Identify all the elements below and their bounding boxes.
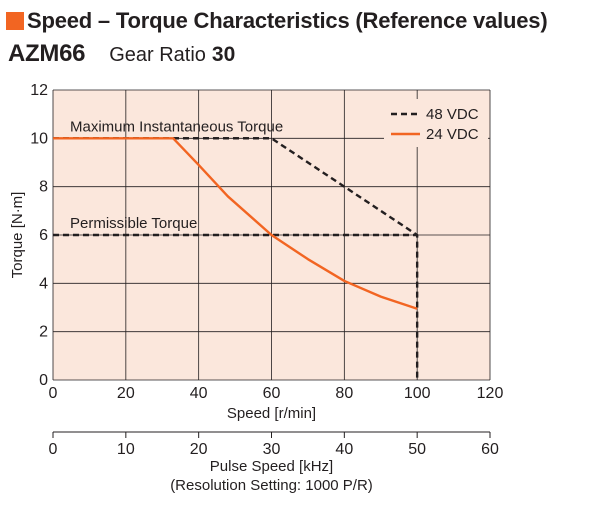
secondary-tick-label: 20 [190, 441, 208, 458]
x-tick-label: 100 [404, 385, 431, 402]
secondary-tick-label: 50 [408, 441, 426, 458]
y-tick-label: 4 [39, 275, 48, 292]
x-tick-label: 20 [117, 385, 135, 402]
annotations: Maximum Instantaneous Torque Permissible … [70, 118, 283, 232]
gear-ratio-label: Gear Ratio [109, 44, 206, 66]
x-tick-label: 80 [335, 385, 353, 402]
legend: 48 VDC 24 VDC [384, 99, 488, 147]
secondary-axis-label: Pulse Speed [kHz] [210, 458, 333, 475]
y-tick-label: 0 [39, 372, 48, 389]
secondary-tick-label: 0 [49, 441, 58, 458]
x-tick-label: 60 [263, 385, 281, 402]
x-tick-label: 120 [477, 385, 504, 402]
x-tick-label: 40 [190, 385, 208, 402]
y-tick-label: 2 [39, 324, 48, 341]
series-line-24vdc [53, 137, 418, 310]
y-axis-label: Torque [N·m] [9, 192, 26, 279]
model-name: AZM66 [8, 40, 86, 67]
y-tick-label: 10 [30, 130, 48, 147]
annotation-label: Maximum Instantaneous Torque [70, 118, 283, 135]
chart-header: Speed – Torque Characteristics (Referenc… [6, 6, 616, 68]
legend-box [384, 99, 488, 147]
secondary-tick-label: 60 [481, 441, 499, 458]
chart-title: Speed – Torque Characteristics (Referenc… [27, 8, 548, 33]
secondary-axis-note: (Resolution Setting: 1000 P/R) [170, 477, 373, 494]
annotation-label: Permissible Torque [70, 215, 197, 232]
title-marker-square [6, 12, 24, 30]
legend-label: 24 VDC [426, 126, 479, 143]
series-lines [53, 137, 419, 380]
subtitle-row: AZM66 Gear Ratio 30 [6, 40, 616, 68]
x-tick-label: 0 [49, 385, 58, 402]
x-axis-label: Speed [r/min] [227, 405, 316, 422]
y-tick-label: 8 [39, 179, 48, 196]
legend-label: 48 VDC [426, 106, 479, 123]
secondary-tick-label: 30 [263, 441, 281, 458]
y-tick-label: 6 [39, 227, 48, 244]
secondary-tick-label: 10 [117, 441, 135, 458]
secondary-tick-label: 40 [335, 441, 353, 458]
y-tick-label: 12 [30, 82, 48, 99]
title-row: Speed – Torque Characteristics (Referenc… [6, 6, 616, 36]
gear-ratio-value: 30 [211, 43, 236, 66]
